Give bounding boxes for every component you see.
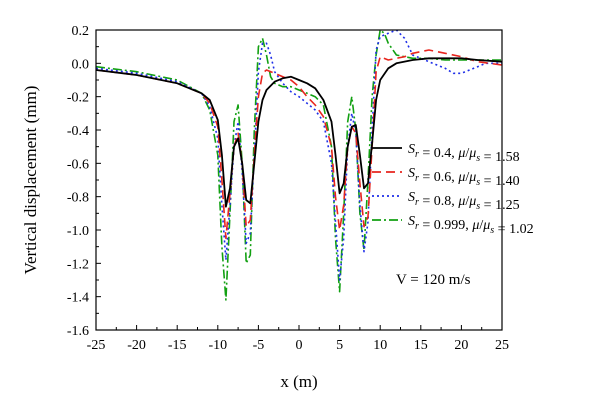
x-tick-label: 0	[296, 338, 303, 353]
y-tick-label: 0.2	[72, 24, 90, 39]
y-tick-label: -1.0	[67, 224, 89, 239]
series-line-2	[96, 49, 502, 240]
y-tick-label: -1.4	[67, 291, 89, 306]
x-tick-label: -20	[127, 338, 146, 353]
x-axis-title: x (m)	[280, 372, 317, 391]
y-tick-label: -1.2	[67, 257, 89, 272]
y-axis-title: Vertical displacement (mm)	[21, 86, 40, 275]
x-tick-label: 15	[414, 338, 428, 353]
plot-area	[96, 30, 502, 301]
legend-item: Sr = 0.999, μ/μs = 1.02	[372, 214, 534, 237]
speed-annotation: V = 120 m/s	[396, 272, 471, 288]
x-tick-label: -10	[208, 338, 227, 353]
x-tick-label: 25	[495, 338, 509, 353]
y-tick-label: -0.8	[67, 191, 89, 206]
x-tick-label: -15	[168, 338, 187, 353]
x-tick-label: -25	[87, 338, 106, 353]
y-tick-label: -0.4	[67, 124, 89, 139]
legend-label: Sr = 0.999, μ/μs = 1.02	[408, 214, 534, 237]
y-tick-label: -1.6	[67, 324, 89, 339]
x-tick-label: 20	[454, 338, 468, 353]
y-tick-label: -0.6	[67, 157, 89, 172]
legend-item: Sr = 0.4, μ/μs = 1.58	[372, 142, 520, 165]
series-line-1	[96, 57, 502, 208]
y-tick-label: -0.2	[67, 91, 89, 106]
x-tick-label: 5	[336, 338, 343, 353]
y-tick-label: 0.0	[72, 57, 90, 72]
legend-label: Sr = 0.8, μ/μs = 1.25	[408, 190, 520, 213]
legend-label: Sr = 0.4, μ/μs = 1.58	[408, 142, 520, 165]
x-tick-label: 10	[373, 338, 387, 353]
legend-item: Sr = 0.6, μ/μs = 1.40	[372, 166, 520, 189]
legend-label: Sr = 0.6, μ/μs = 1.40	[408, 166, 520, 189]
legend-item: Sr = 0.8, μ/μs = 1.25	[372, 190, 520, 213]
series-line-4	[96, 30, 502, 301]
ticks: -25 -20 -15 -10 -5 0 5 10 15 20 25 -1.6 -1.4 -1.2 -1.0…	[67, 24, 509, 353]
x-tick-label: -5	[253, 338, 265, 353]
